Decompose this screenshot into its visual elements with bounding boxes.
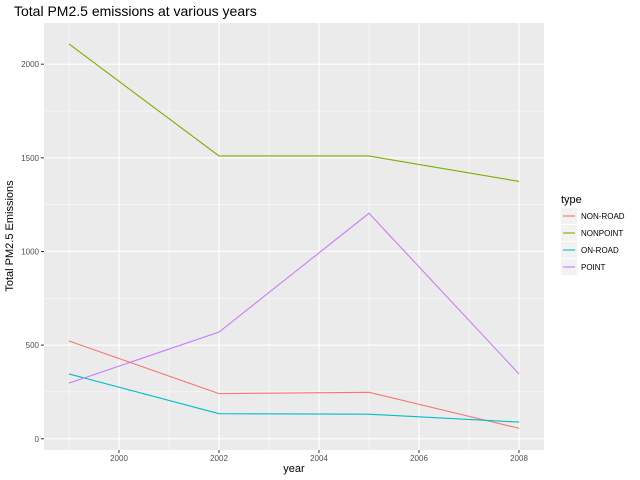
legend-item: POINT <box>561 259 606 275</box>
x-tick-label: 2008 <box>510 454 528 463</box>
y-tick-label: 1500 <box>21 154 39 163</box>
legend-label: NONPOINT <box>581 229 623 238</box>
legend-item: NONPOINT <box>561 225 623 241</box>
y-axis-ticks: 0 500 1000 1500 2000 <box>21 60 44 444</box>
series-lines <box>68 43 520 429</box>
legend-title: type <box>561 194 582 206</box>
series-line-non-road <box>68 340 520 429</box>
legend-item: NON-ROAD <box>561 208 625 224</box>
series-line-on-road <box>68 373 520 423</box>
y-tick-label: 1000 <box>21 247 39 256</box>
x-tick-label: 2004 <box>310 454 328 463</box>
x-tick-label: 2006 <box>410 454 428 463</box>
x-axis-title: year <box>283 463 305 475</box>
chart-title: Total PM2.5 emissions at various years <box>14 3 257 19</box>
legend: type NON-ROAD NONPOINT ON-ROAD POINT <box>561 194 625 275</box>
y-tick-label: 500 <box>26 341 40 350</box>
y-tick-label: 0 <box>35 435 40 444</box>
series-line-nonpoint <box>68 43 520 182</box>
x-tick-label: 2000 <box>110 454 128 463</box>
series-line-point <box>68 212 520 384</box>
x-axis-ticks: 2000 2002 2004 2006 2008 <box>110 450 528 463</box>
legend-label: ON-ROAD <box>581 246 619 255</box>
legend-label: POINT <box>581 263 606 272</box>
legend-item: ON-ROAD <box>561 242 619 258</box>
x-tick-label: 2002 <box>210 454 228 463</box>
minor-gridlines <box>44 23 544 450</box>
y-axis-title: Total PM2.5 Emissions <box>4 180 16 292</box>
major-gridlines <box>44 23 544 450</box>
legend-label: NON-ROAD <box>581 212 625 221</box>
plot-panel <box>44 23 544 450</box>
y-tick-label: 2000 <box>21 60 39 69</box>
